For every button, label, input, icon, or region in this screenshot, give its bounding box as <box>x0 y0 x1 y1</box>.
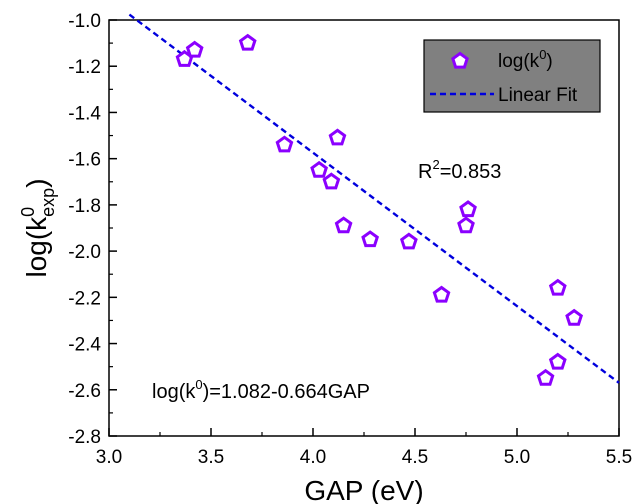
data-point <box>361 230 380 248</box>
y-tick-label: -2.4 <box>68 335 101 356</box>
data-point <box>432 285 451 303</box>
x-tick-label: 4.5 <box>402 447 428 468</box>
x-axis: 3.0 3.5 4.0 4.5 5.0 5.5 <box>96 428 632 468</box>
data-point <box>275 135 294 153</box>
y-axis-title: log(k0exp) <box>18 178 58 277</box>
data-point <box>185 40 204 58</box>
data-point <box>536 368 555 386</box>
data-point <box>459 200 477 218</box>
x-tick-label: 5.5 <box>606 447 632 468</box>
fit-line-group <box>128 13 620 384</box>
x-tick-label: 3.5 <box>198 447 224 468</box>
y-tick-label: -1.0 <box>68 11 101 32</box>
y-axis-title-close: ) <box>21 178 52 187</box>
data-point <box>328 128 347 146</box>
legend-scatter-label-sup: 0 <box>539 47 546 62</box>
data-point <box>334 216 353 234</box>
scatter-points <box>175 33 584 386</box>
fit-equation-sup: 0 <box>195 377 202 392</box>
legend-scatter-label-main: log(k <box>498 51 540 72</box>
y-axis-title-main: log(k <box>21 216 52 278</box>
y-tick-label: -1.4 <box>68 103 101 124</box>
r-squared-main: R <box>418 161 432 183</box>
y-tick-label: -2.6 <box>68 381 101 402</box>
fit-equation-rest: )=1.082-0.664GAP <box>203 381 370 403</box>
linear-fit-line <box>128 13 620 384</box>
legend-fit-label: Linear Fit <box>498 85 578 106</box>
y-axis-title-sub: exp <box>38 188 58 217</box>
y-tick-label: -2.2 <box>68 288 101 309</box>
data-point <box>238 33 257 51</box>
data-point <box>565 308 584 326</box>
data-point <box>548 278 567 296</box>
fit-equation-main: log(k <box>152 381 196 403</box>
x-tick-label: 3.0 <box>96 447 122 468</box>
data-point <box>310 160 329 178</box>
legend-box <box>423 39 601 113</box>
fit-equation-annotation: log(k0)=1.082-0.664GAP <box>152 377 370 403</box>
legend-scatter-label: log(k0) <box>498 47 553 72</box>
r-squared-rest: =0.853 <box>440 161 502 183</box>
data-point <box>399 232 418 250</box>
y-axis: -1.0 -1.2 -1.4 -1.6 -1.8 -2.0 -2.2 -2.4 -2.6 -2.8 <box>68 11 117 448</box>
x-tick-label: 5.0 <box>504 447 530 468</box>
y-tick-label: -2.0 <box>68 242 101 263</box>
legend-scatter-marker <box>451 51 469 69</box>
data-point <box>457 216 475 234</box>
y-tick-label: -1.2 <box>68 57 101 78</box>
data-point <box>548 352 567 370</box>
y-tick-label: -2.8 <box>68 427 101 448</box>
legend-scatter-label-close: ) <box>546 51 552 72</box>
r-squared-sup: 2 <box>432 157 439 172</box>
y-tick-label: -1.8 <box>68 196 101 217</box>
x-axis-title: GAP (eV) <box>304 475 423 504</box>
legend: log(k0) Linear Fit <box>423 39 601 113</box>
y-tick-label: -1.6 <box>68 150 101 171</box>
data-point <box>322 172 341 190</box>
r-squared-annotation: R2=0.853 <box>418 157 501 183</box>
y-axis-title-sup: 0 <box>18 207 38 217</box>
x-tick-label: 4.0 <box>300 447 326 468</box>
